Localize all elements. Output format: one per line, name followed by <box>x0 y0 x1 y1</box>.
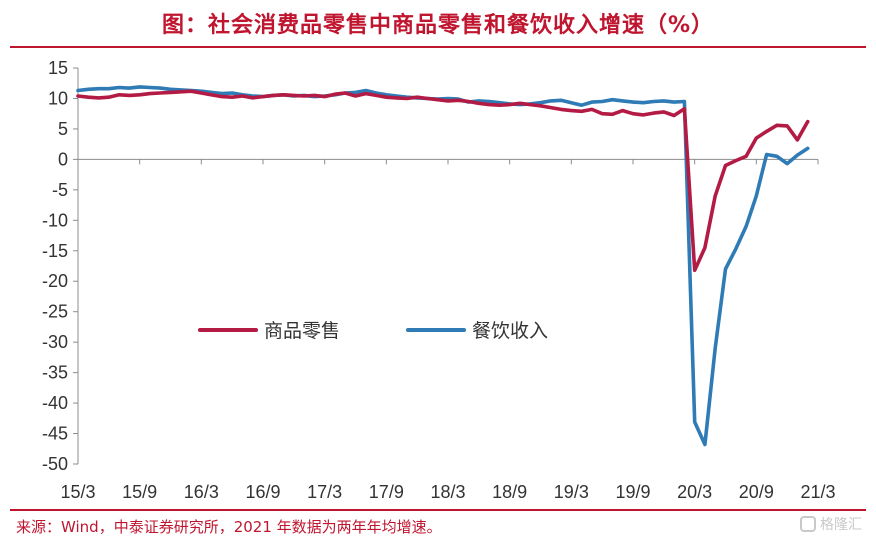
app-logo-icon <box>800 516 816 532</box>
line-chart: 15 10 5 0 -5 -10 -15 -20 -25 -30 -35 -40 -45 -50 15/3 1… <box>42 58 836 502</box>
source-note: 来源：Wind，中泰证券研究所，2021 年数据为两年年均增速。 <box>16 518 442 536</box>
y-tick-label: 0 <box>58 149 68 169</box>
x-tick-label: 20/3 <box>677 482 712 502</box>
x-tick-label: 19/9 <box>615 482 650 502</box>
y-tick-label: -45 <box>42 424 68 444</box>
x-tick-label: 20/9 <box>739 482 774 502</box>
y-tick-label: 5 <box>58 119 68 139</box>
y-tick-label: -10 <box>42 210 68 230</box>
watermark: 格隆汇 <box>800 514 862 534</box>
y-tick-label: -40 <box>42 393 68 413</box>
x-tick-label: 16/3 <box>184 482 219 502</box>
title-divider <box>10 46 866 48</box>
y-tick-label: 10 <box>48 88 68 108</box>
x-tick-label: 16/9 <box>245 482 280 502</box>
x-tick-label: 15/9 <box>122 482 157 502</box>
legend-label-1: 餐饮收入 <box>472 320 548 342</box>
y-tick-label: -30 <box>42 332 68 352</box>
footer-divider <box>10 509 866 511</box>
x-tick-label: 18/9 <box>492 482 527 502</box>
legend-label-0: 商品零售 <box>264 320 340 342</box>
x-tick-label: 21/3 <box>800 482 835 502</box>
x-tick-label: 17/9 <box>369 482 404 502</box>
y-tick-label: -50 <box>42 454 68 474</box>
y-tick-label: -20 <box>42 271 68 291</box>
x-tick-label: 19/3 <box>554 482 589 502</box>
chart-title: 图：社会消费品零售中商品零售和餐饮收入增速（%） <box>161 13 715 38</box>
x-tick-label: 18/3 <box>430 482 465 502</box>
watermark-text: 格隆汇 <box>820 517 862 533</box>
y-tick-label: -15 <box>42 241 68 261</box>
y-tick-label: -35 <box>42 363 68 383</box>
chart-title-bar: 图：社会消费品零售中商品零售和餐饮收入增速（%） <box>0 0 876 46</box>
y-tick-label: -5 <box>52 180 68 200</box>
x-tick-label: 17/3 <box>307 482 342 502</box>
x-tick-label: 15/3 <box>60 482 95 502</box>
y-tick-label: 15 <box>48 58 68 78</box>
series-line-0 <box>76 89 810 273</box>
y-tick-label: -25 <box>42 302 68 322</box>
